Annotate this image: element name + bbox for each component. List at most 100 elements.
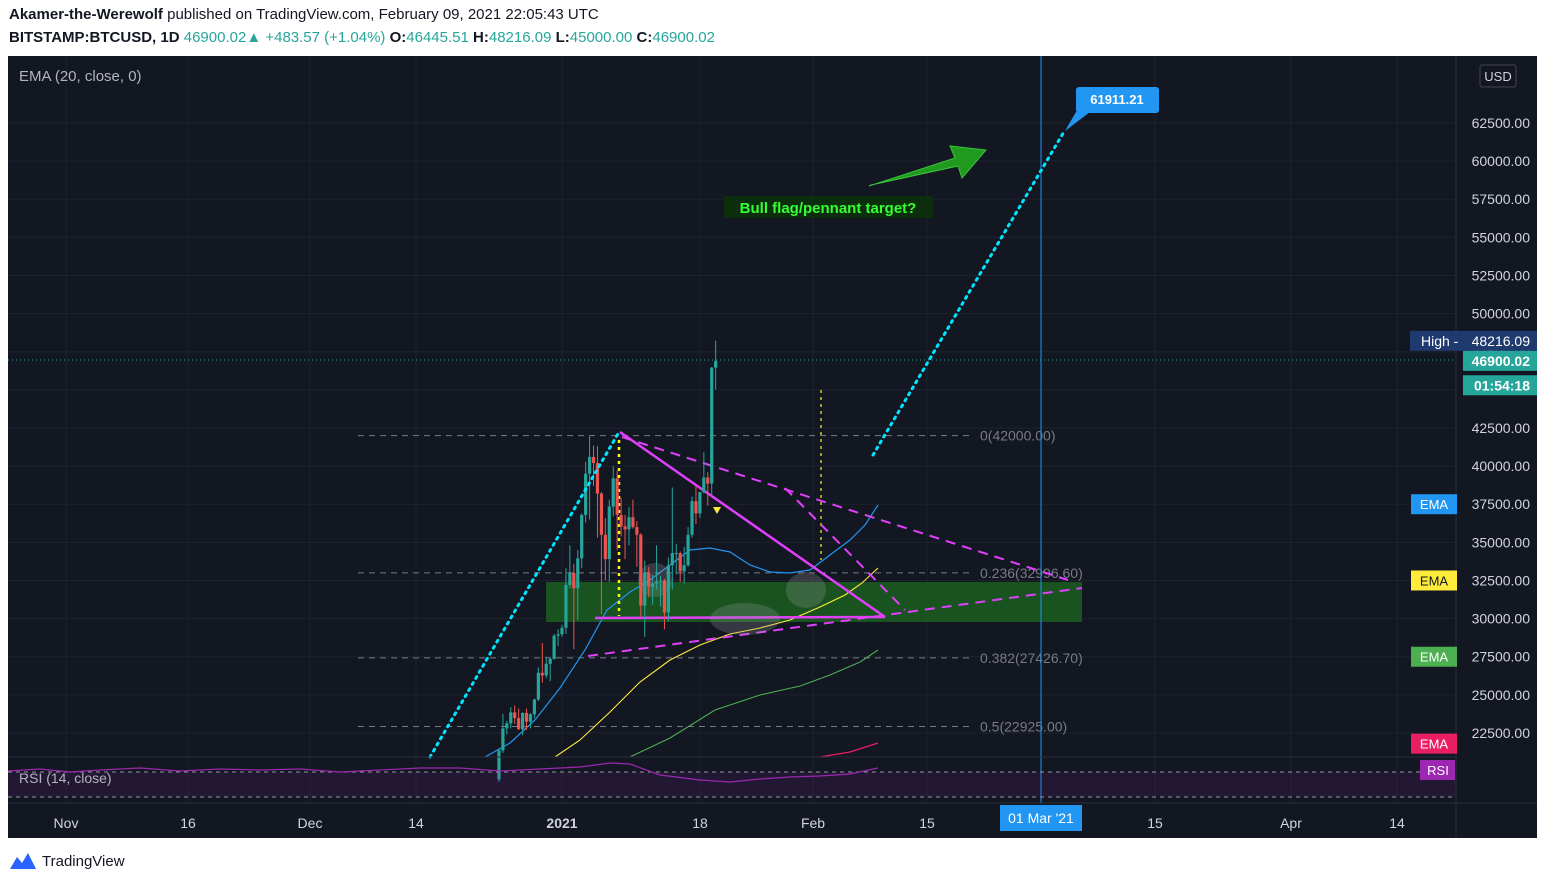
ema-tag <box>1411 570 1457 591</box>
candle-body <box>497 750 501 780</box>
candles[interactable] <box>497 340 718 782</box>
candle-body <box>540 672 544 676</box>
chart-frame[interactable]: 0(42000.00) 0.236(32996.60) 0.382(27426.70… <box>7 56 1538 838</box>
candle-body <box>698 492 702 514</box>
candle-body <box>576 558 580 589</box>
candle-body <box>678 553 682 572</box>
ohlc-bar: BITSTAMP:BTCUSD, 1D 46900.02▲ +483.57 (+… <box>9 29 715 46</box>
time-tick: Feb <box>801 815 825 831</box>
time-tick: Nov <box>54 815 79 831</box>
projection-pole-line <box>428 430 621 759</box>
candle-body <box>517 718 521 730</box>
price-tick: 25000.00 <box>1472 687 1531 703</box>
candle-body <box>556 634 560 636</box>
candle-body <box>631 517 635 528</box>
rsi-axis-tag: RSI <box>1427 763 1449 778</box>
price-tick: 57500.00 <box>1472 191 1531 207</box>
time-tick: 14 <box>408 815 424 831</box>
time-tick: 15 <box>1147 815 1163 831</box>
ema-tag <box>1411 646 1457 667</box>
candle-body <box>501 728 505 751</box>
rsi-pane[interactable]: RSI (14, close) RSI <box>7 756 1456 798</box>
price-tag-value: 46900.02 <box>1472 353 1531 369</box>
crosshair-date: 01 Mar '21 <box>1008 810 1074 826</box>
ema-200-line <box>819 742 879 758</box>
candle-body <box>651 583 655 587</box>
tradingview-icon <box>10 853 36 869</box>
open-label: O: <box>389 29 407 46</box>
candle-body <box>568 572 572 586</box>
up-arrow-icon: ▲ <box>246 29 262 46</box>
candle-body <box>572 572 576 589</box>
ema-tag-label: EMA <box>1420 497 1449 512</box>
candle-body <box>710 367 714 484</box>
rsi-label[interactable]: RSI (14, close) <box>19 770 112 786</box>
crosshair-date-box <box>1000 805 1082 831</box>
price-tag-value: 01:54:18 <box>1474 377 1530 393</box>
candle-body <box>521 712 525 730</box>
candle-body <box>635 527 639 535</box>
grid-lines <box>8 56 1456 803</box>
candle-body <box>595 463 600 494</box>
pennant-pattern <box>587 430 1083 657</box>
candle-body <box>674 553 678 555</box>
candle-body <box>643 572 647 606</box>
time-tick: 16 <box>180 815 196 831</box>
tradingview-logo[interactable]: TradingView <box>8 851 125 871</box>
high-label: H: <box>473 29 489 46</box>
candle-body <box>599 493 603 535</box>
candle-body <box>658 580 663 582</box>
candle-body <box>603 534 607 560</box>
indicator-label[interactable]: EMA (20, close, 0) <box>19 68 142 85</box>
author-name[interactable]: Akamer-the-Werewolf <box>9 6 163 23</box>
candle-body <box>560 627 564 635</box>
candle-body <box>686 534 690 566</box>
fib-label: 0.236(32996.60) <box>980 565 1083 581</box>
price-tick: 52500.00 <box>1472 267 1531 283</box>
time-tick: Dec <box>298 815 323 831</box>
candle-body <box>607 506 611 560</box>
high-tag-label: High - <box>1421 333 1459 349</box>
price-chart[interactable]: 0(42000.00) 0.236(32996.60) 0.382(27426.70… <box>7 56 1538 838</box>
highlight-circles <box>638 563 826 635</box>
price-axis[interactable]: 62500.00 60000.00 57500.00 55000.00 52500.00… <box>1472 115 1531 741</box>
price-tick: 55000.00 <box>1472 229 1531 245</box>
candle-body <box>702 477 706 493</box>
candle-body <box>662 580 667 613</box>
time-tick: 15 <box>919 815 935 831</box>
low-value: 45000.00 <box>569 29 633 46</box>
last-price: 46900.02 <box>183 29 247 46</box>
candle-body <box>536 672 540 700</box>
candle-body <box>548 658 552 664</box>
annotation-text[interactable]: Bull flag/pennant target? <box>740 200 917 217</box>
time-tick: 18 <box>692 815 708 831</box>
candle-body <box>587 456 592 474</box>
candle-body <box>552 635 556 659</box>
target-value: 61911.21 <box>1090 92 1144 107</box>
publish-info: Akamer-the-Werewolf published on Trading… <box>9 6 599 23</box>
ema-100-line <box>629 649 879 758</box>
time-tick: 14 <box>1389 815 1405 831</box>
candle-body <box>639 534 643 606</box>
publish-text: published on TradingView.com, February 0… <box>167 6 599 23</box>
high-tag <box>1410 330 1538 351</box>
candle-body <box>694 501 698 514</box>
candle-body <box>584 473 588 515</box>
candle-body <box>647 572 651 587</box>
currency-box[interactable] <box>1479 64 1517 88</box>
time-tick: Apr <box>1280 815 1302 831</box>
open-value: 46445.51 <box>406 29 469 46</box>
time-tick: 2021 <box>546 815 577 831</box>
price-tick: 40000.00 <box>1472 458 1531 474</box>
price-tick: 32500.00 <box>1472 572 1531 588</box>
ema-tag <box>1411 494 1457 515</box>
price-tick: 27500.00 <box>1472 649 1531 665</box>
close-label: C: <box>636 29 653 46</box>
price-tick: 42500.00 <box>1472 420 1531 436</box>
price-tick: 62500.00 <box>1472 115 1531 131</box>
ema-50-line <box>554 567 879 758</box>
candle-body <box>666 565 670 613</box>
target-callout[interactable]: 61911.21 <box>1065 87 1159 131</box>
annotation-box <box>724 196 933 218</box>
time-axis[interactable]: Nov 16 Dec 14 2021 18 Feb 15 15 Apr 14 <box>54 815 1405 831</box>
